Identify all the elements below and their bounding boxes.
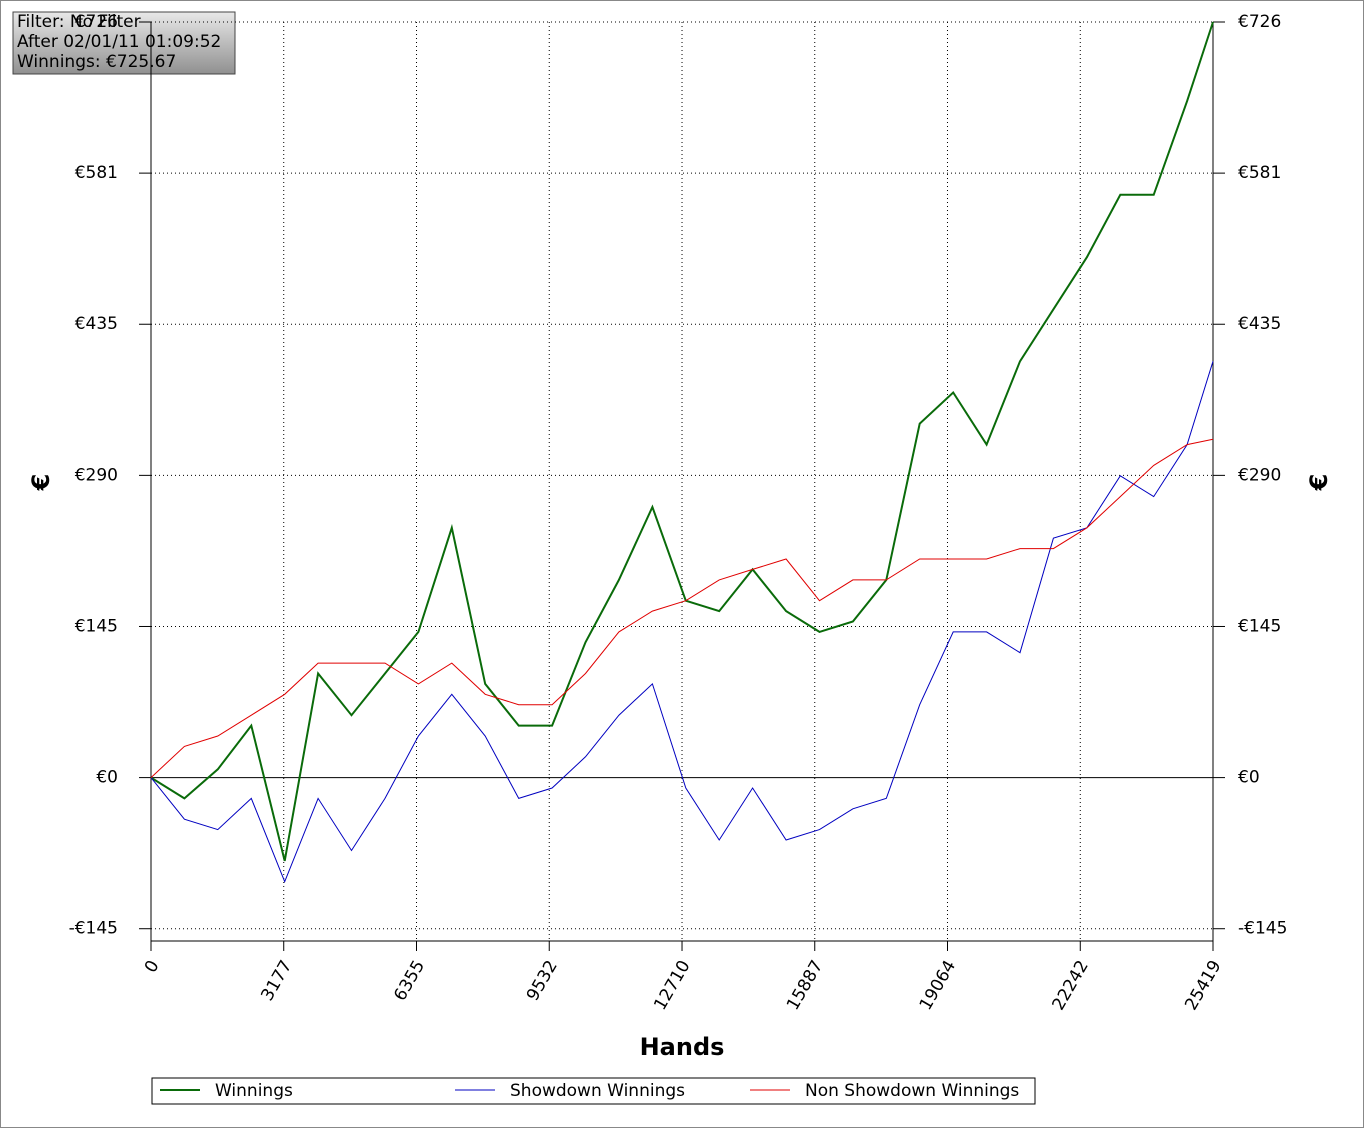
x-axis-title: Hands xyxy=(640,1033,725,1061)
legend xyxy=(151,1077,1036,1105)
y-tick-label: €290 xyxy=(75,465,118,485)
series-line xyxy=(150,438,1214,778)
info-line: Winnings: €725.67 xyxy=(17,52,176,72)
legend-label: Winnings xyxy=(215,1081,293,1101)
info-box xyxy=(12,11,236,75)
y2-tick-label: €435 xyxy=(1238,314,1281,334)
y2-tick-label: €290 xyxy=(1238,465,1281,485)
y2-tick-label: €145 xyxy=(1238,616,1281,636)
y2-tick-label: €581 xyxy=(1238,163,1281,183)
y2-tick-label: €726 xyxy=(1238,12,1281,32)
y2-tick-label: -€145 xyxy=(1238,919,1287,939)
legend-label: Showdown Winnings xyxy=(510,1081,685,1101)
y2-axis-title: € xyxy=(1305,474,1333,492)
y-tick-label: €0 xyxy=(96,768,118,788)
y-axis-title: € xyxy=(27,474,55,492)
y-tick-label: €581 xyxy=(75,163,118,183)
y-tick-label: €726 xyxy=(75,12,118,32)
info-line: After 02/01/11 01:09:52 xyxy=(17,32,221,52)
y-tick-label: €145 xyxy=(75,616,118,636)
series-line xyxy=(150,361,1214,884)
legend-label: Non Showdown Winnings xyxy=(805,1081,1019,1101)
info-line: Filter: No Filter xyxy=(17,12,141,32)
y-tick-label: €435 xyxy=(75,314,118,334)
y-tick-label: -€145 xyxy=(69,919,118,939)
y2-tick-label: €0 xyxy=(1238,768,1260,788)
